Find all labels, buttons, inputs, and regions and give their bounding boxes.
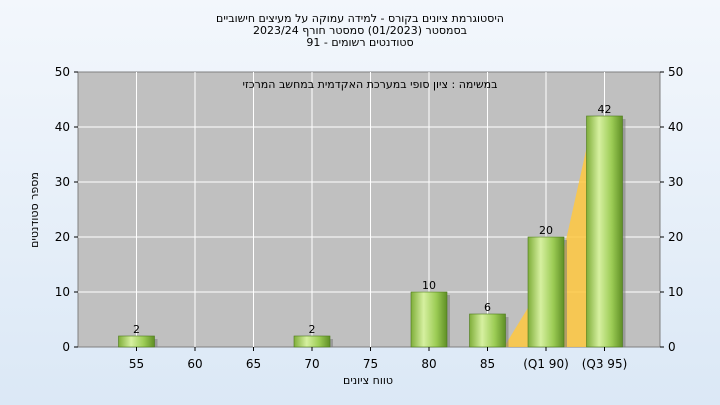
y-tick-label-left-0: 0 (62, 340, 70, 354)
data-label-0: 2 (133, 323, 140, 336)
x-tick-label-6: 85 (480, 357, 495, 371)
x-axis-label: טווח ציונים (343, 374, 393, 387)
bar-80 (410, 291, 448, 348)
y-tick-label-right-5: 50 (668, 65, 683, 79)
y-tick-label-right-1: 10 (668, 285, 683, 299)
y-axis-label: מספר סטודנטים (28, 172, 41, 248)
x-tick-label-8: (Q3 95) (582, 357, 628, 371)
bar-70 (293, 335, 331, 348)
y-tick-label-right-0: 0 (668, 340, 676, 354)
bar-(Q3 95) (586, 115, 623, 348)
bar-(Q1 90) (527, 236, 565, 348)
chart-title-line-3: סטודנטים רשומים - 91 (306, 36, 413, 49)
y-tick-label-left-2: 20 (55, 230, 70, 244)
y-tick-label-left-5: 50 (55, 65, 70, 79)
data-label-3: 2 (309, 323, 316, 336)
y-tick-label-right-4: 40 (668, 120, 683, 134)
chart-title-line-2: בסמסטר (01/2023) סמסטר חורף 2023/24 (253, 24, 467, 37)
bar-85 (469, 313, 506, 348)
y-tick-label-right-3: 30 (668, 175, 683, 189)
y-tick-label-left-1: 10 (55, 285, 70, 299)
data-labels-group: 2 2 10 6 20 42 (133, 103, 612, 336)
y-tick-label-left-4: 40 (55, 120, 70, 134)
x-tick-label-1: 60 (187, 357, 202, 371)
x-tick-label-5: 80 (421, 357, 436, 371)
x-tick-label-4: 75 (363, 357, 378, 371)
chart-annotation: במשימה : ציון סופי במערכת האקדמית במחשב … (243, 78, 498, 91)
y-axis-right: 0 10 20 30 40 50 (660, 65, 683, 354)
x-axis: 55 60 65 70 75 80 85 (Q1 90) (Q3 95) (129, 347, 627, 371)
x-tick-label-2: 65 (246, 357, 261, 371)
bar-55 (118, 335, 155, 348)
data-label-6: 6 (484, 301, 491, 314)
chart-title-line-1: היסטוגרמת ציונים בקורס - למידה עמוקה על … (216, 12, 504, 25)
data-label-5: 10 (422, 279, 436, 292)
y-tick-label-left-3: 30 (55, 175, 70, 189)
x-tick-label-7: (Q1 90) (523, 357, 569, 371)
y-axis-left: 0 10 20 30 40 50 (55, 65, 78, 354)
data-label-8: 42 (598, 103, 612, 116)
y-tick-label-right-2: 20 (668, 230, 683, 244)
data-label-7: 20 (539, 224, 553, 237)
bars-group (118, 115, 626, 348)
x-tick-label-3: 70 (304, 357, 319, 371)
x-tick-label-0: 55 (129, 357, 144, 371)
